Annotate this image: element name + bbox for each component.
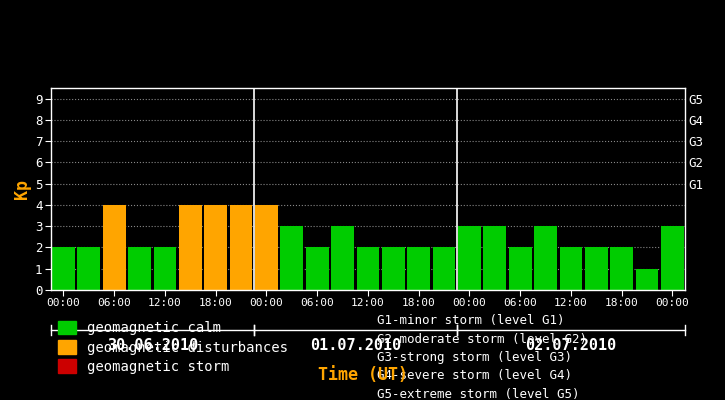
Y-axis label: Kp: Kp: [13, 179, 30, 199]
Bar: [636, 269, 658, 290]
Bar: [154, 248, 176, 290]
Bar: [255, 205, 278, 290]
Text: Time (UT): Time (UT): [318, 366, 407, 384]
Text: 02.07.2010: 02.07.2010: [526, 338, 616, 353]
Bar: [281, 226, 303, 290]
Bar: [560, 248, 582, 290]
Bar: [103, 205, 125, 290]
Bar: [128, 248, 151, 290]
Bar: [78, 248, 100, 290]
Bar: [484, 226, 506, 290]
Bar: [331, 226, 354, 290]
Text: 30.06.2010: 30.06.2010: [107, 338, 198, 353]
Bar: [204, 205, 227, 290]
Bar: [534, 226, 557, 290]
Bar: [661, 226, 684, 290]
Bar: [52, 248, 75, 290]
Bar: [509, 248, 531, 290]
Bar: [382, 248, 405, 290]
Bar: [230, 205, 252, 290]
Bar: [179, 205, 202, 290]
Legend: geomagnetic calm, geomagnetic disturbances, geomagnetic storm: geomagnetic calm, geomagnetic disturbanc…: [58, 321, 288, 374]
Text: 01.07.2010: 01.07.2010: [310, 338, 401, 353]
Bar: [306, 248, 328, 290]
Bar: [407, 248, 430, 290]
Bar: [357, 248, 379, 290]
Bar: [458, 226, 481, 290]
Text: G1-minor storm (level G1)
G2-moderate storm (level G2)
G3-strong storm (level G3: G1-minor storm (level G1) G2-moderate st…: [377, 314, 587, 400]
Bar: [585, 248, 608, 290]
Bar: [610, 248, 633, 290]
Bar: [433, 248, 455, 290]
